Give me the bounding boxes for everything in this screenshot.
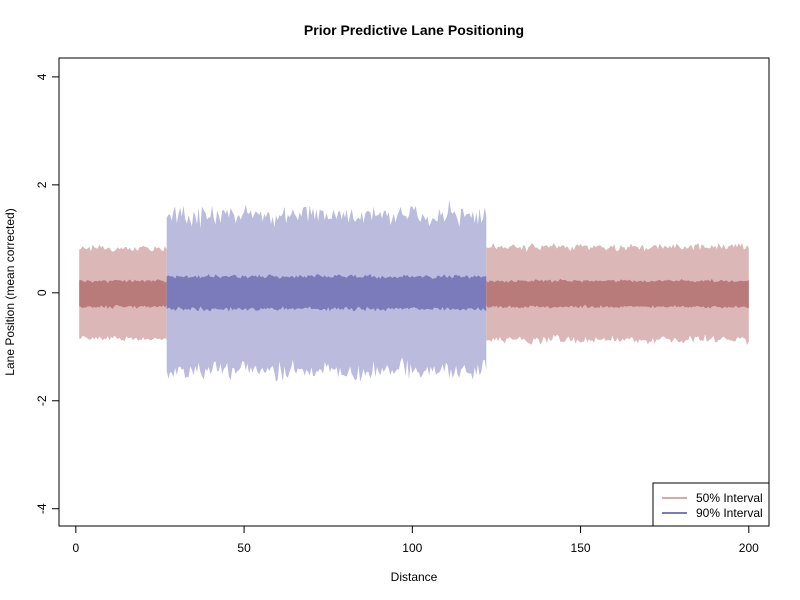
inner-band-segment-1	[79, 279, 167, 309]
x-tick-label: 150	[571, 541, 591, 555]
x-axis: 0 50 100 150 200	[72, 525, 759, 555]
x-tick-label: 100	[402, 541, 422, 555]
y-axis-label: Lane Position (mean corrected)	[3, 208, 17, 375]
x-tick-label: 50	[237, 541, 251, 555]
y-tick-label: -2	[35, 395, 49, 406]
inner-band-segment-3	[486, 278, 749, 309]
legend-label: 90% Interval	[696, 506, 763, 520]
legend-label: 50% Interval	[696, 491, 763, 505]
chart-title: Prior Predictive Lane Positioning	[304, 22, 524, 38]
y-axis: -4 -2 0 2 4	[35, 73, 60, 514]
x-tick-label: 0	[72, 541, 79, 555]
band-group	[79, 199, 749, 382]
inner-band-segment-2	[166, 274, 487, 312]
x-tick-label: 200	[739, 541, 759, 555]
x-axis-label: Distance	[391, 570, 438, 584]
y-tick-label: 4	[35, 73, 49, 80]
legend-box	[652, 482, 770, 527]
y-tick-label: -4	[35, 503, 49, 514]
y-tick-label: 0	[35, 289, 49, 296]
y-tick-label: 2	[35, 181, 49, 188]
